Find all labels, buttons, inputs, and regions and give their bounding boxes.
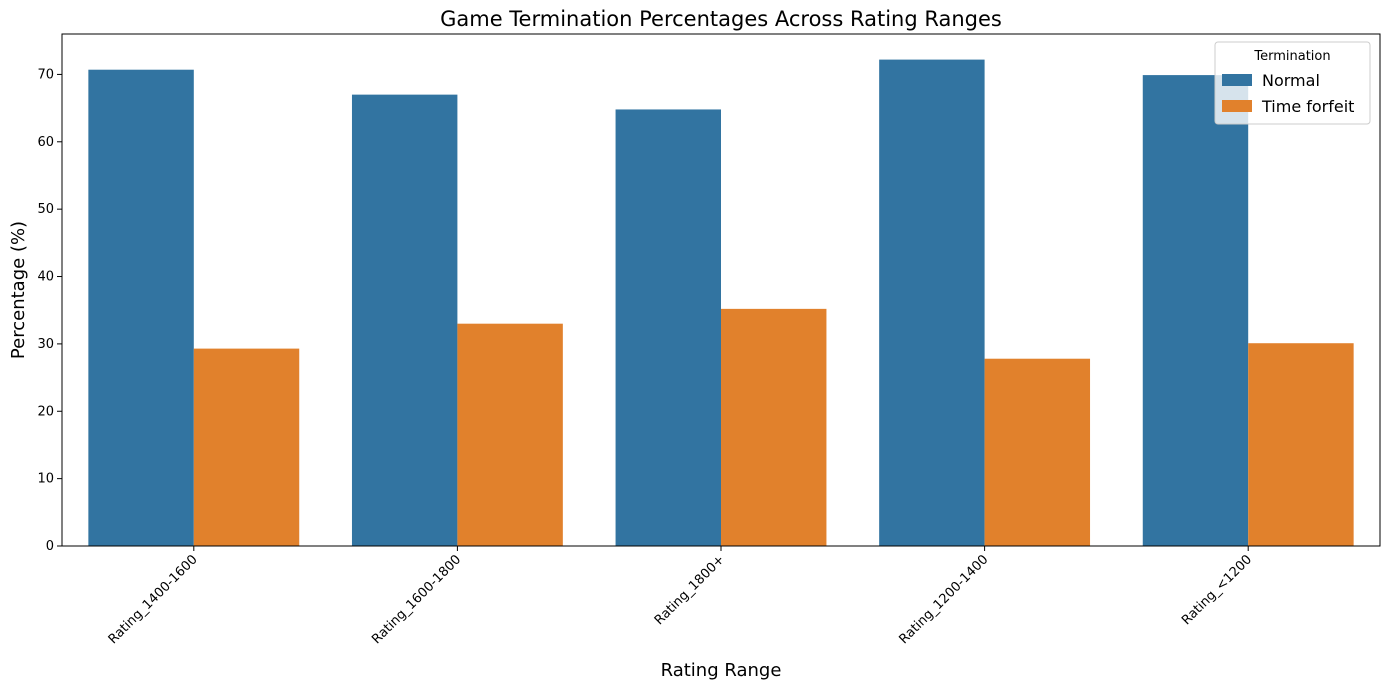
x-tick-label: Rating_1600-1800 (369, 552, 464, 647)
bar-time-forfeit (721, 308, 827, 546)
y-tick-label: 30 (37, 337, 54, 352)
legend-title: Termination (1253, 49, 1330, 64)
legend-swatch (1222, 74, 1252, 86)
legend: Termination Normal Time forfeit (1214, 41, 1371, 125)
bar-normal (879, 59, 985, 546)
y-tick-label: 20 (37, 404, 54, 419)
x-tick-label: Rating_<1200 (1179, 552, 1255, 628)
plot-frame (61, 33, 1381, 547)
legend-label: Time forfeit (1261, 97, 1354, 116)
y-tick-label: 40 (37, 270, 54, 285)
legend-label: Normal (1262, 71, 1320, 90)
bar-time-forfeit (457, 323, 563, 546)
bar-normal (615, 109, 721, 546)
y-axis-label: Percentage (%) (8, 221, 29, 359)
x-tick-label: Rating_1200-1400 (896, 552, 991, 647)
x-axis-label: Rating Range (661, 660, 782, 681)
y-tick-label: 50 (37, 202, 54, 217)
bar-time-forfeit (193, 348, 300, 546)
legend-box (1214, 41, 1371, 125)
y-ticks-group: 0 10 20 30 40 50 60 70 (37, 67, 62, 554)
legend-swatch (1222, 100, 1252, 112)
x-tick-label: Rating_1400-1600 (106, 552, 201, 647)
y-tick-label: 10 (37, 472, 54, 487)
chart-title: Game Termination Percentages Across Rati… (440, 7, 1002, 31)
y-tick-label: 0 (46, 539, 54, 554)
bar-normal (88, 69, 194, 546)
x-ticks-group: Rating_1400-1600 Rating_1600-1800 Rating_1… (106, 546, 1255, 647)
y-tick-label: 60 (37, 135, 54, 150)
x-tick-label: Rating_1800+ (652, 552, 728, 628)
y-tick-label: 70 (37, 67, 54, 82)
bar-time-forfeit (984, 358, 1091, 546)
bars-group (88, 59, 1354, 547)
bar-normal (351, 94, 458, 546)
bar-normal (1142, 75, 1249, 547)
bar-time-forfeit (1248, 343, 1354, 546)
